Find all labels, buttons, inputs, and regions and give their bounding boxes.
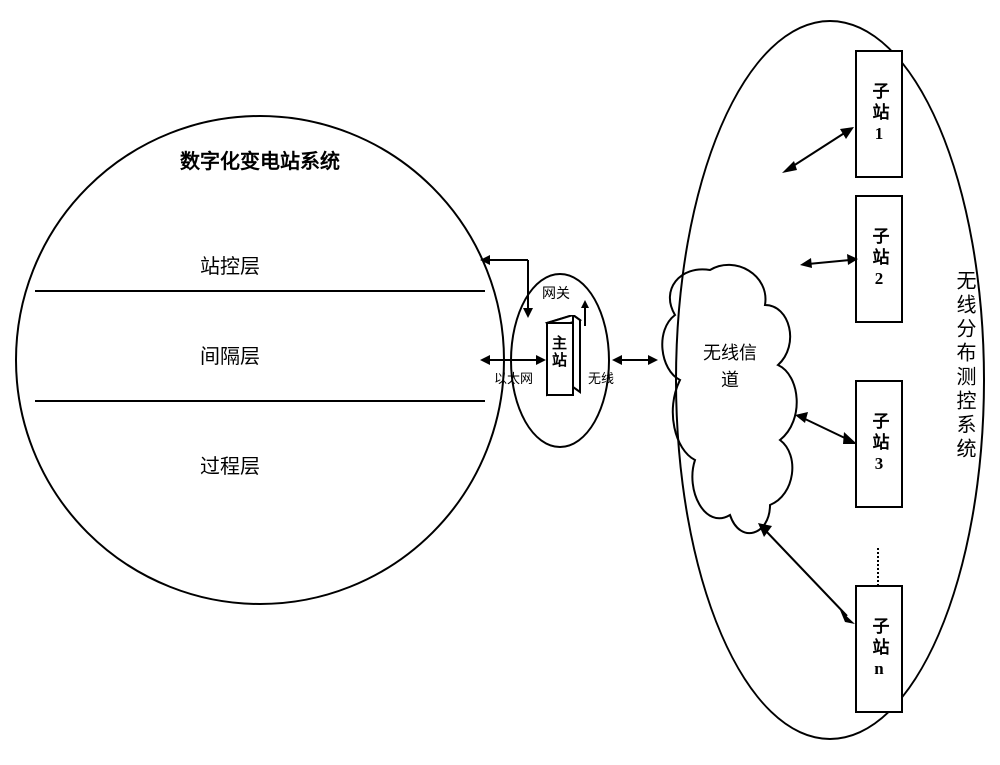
arrow-bay-to-master xyxy=(478,350,548,370)
substation-label: 子站2 xyxy=(867,227,892,292)
layer-bay: 间隔层 xyxy=(200,340,260,369)
layer-line-2 xyxy=(35,400,485,402)
substation-box: 子站1 xyxy=(855,50,903,178)
arrow-cloud-sub2 xyxy=(800,250,860,274)
substation-label: 子站1 xyxy=(867,82,892,147)
left-system-circle xyxy=(15,115,505,605)
substation-label: 子站3 xyxy=(867,412,892,477)
master-station-label: 主站 xyxy=(548,335,569,374)
layer-process: 过程层 xyxy=(200,450,260,479)
ellipsis-dots xyxy=(877,548,879,586)
substation-box: 子站n xyxy=(855,585,903,713)
arrow-cloud-sub3 xyxy=(795,410,860,450)
arrow-cloud-subn xyxy=(755,520,860,630)
ethernet-label: 以太网 xyxy=(494,368,533,387)
right-system-title: 无线分布测控系统 xyxy=(950,270,979,462)
substation-label: 子站n xyxy=(867,617,892,682)
arrow-stationctrl-to-gateway xyxy=(480,250,570,320)
substation-box: 子站3 xyxy=(855,380,903,508)
layer-station-control: 站控层 xyxy=(200,250,260,279)
diagram-canvas: 数字化变电站系统 站控层 间隔层 过程层 网关 主站 以太网 无线 xyxy=(0,0,1000,765)
left-system-title: 数字化变电站系统 xyxy=(110,145,410,174)
layer-line-1 xyxy=(35,290,485,292)
substation-box: 子站2 xyxy=(855,195,903,323)
antenna-icon xyxy=(578,300,592,328)
arrow-cloud-sub1 xyxy=(780,120,860,180)
wireless-label: 无线 xyxy=(588,368,614,387)
